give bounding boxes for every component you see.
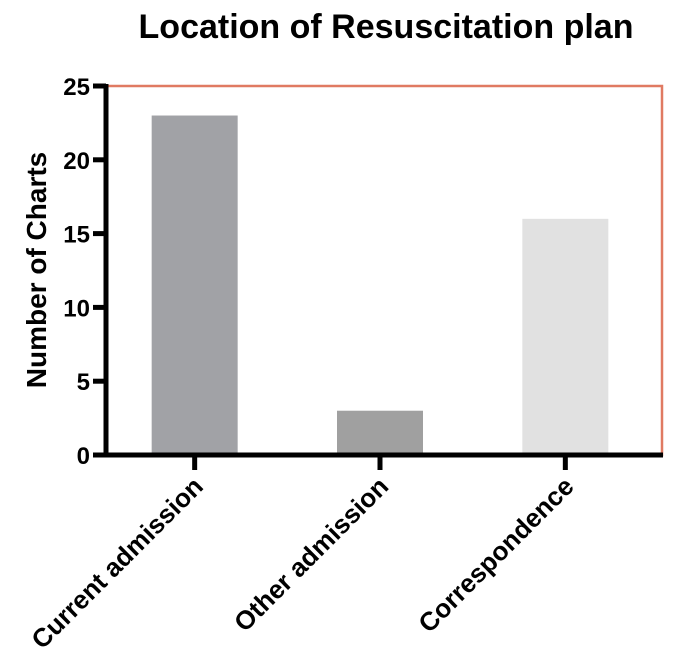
bar-correspondence <box>522 218 609 455</box>
x-tick-label: Other admission <box>228 471 394 637</box>
bars-group <box>151 115 609 456</box>
y-axis-label: Number of Charts <box>21 152 52 388</box>
y-axis-ticks: 0 5 10 15 20 25 <box>63 74 106 470</box>
chart-title: Location of Resuscitation plan <box>139 8 634 46</box>
x-axis-ticks: Current admission Other admission Correspo… <box>25 455 580 655</box>
bar-current-admission <box>151 115 238 456</box>
y-tick-label: 5 <box>77 369 90 396</box>
x-tick-label: Correspondence <box>412 471 579 638</box>
x-tick-label: Current admission <box>25 471 209 655</box>
y-tick-label: 10 <box>63 295 90 322</box>
y-tick-label: 15 <box>63 222 90 249</box>
y-tick-label: 25 <box>63 74 90 101</box>
bar-other-admission <box>337 410 423 455</box>
y-tick-label: 0 <box>77 443 90 470</box>
y-tick-label: 20 <box>63 148 90 175</box>
